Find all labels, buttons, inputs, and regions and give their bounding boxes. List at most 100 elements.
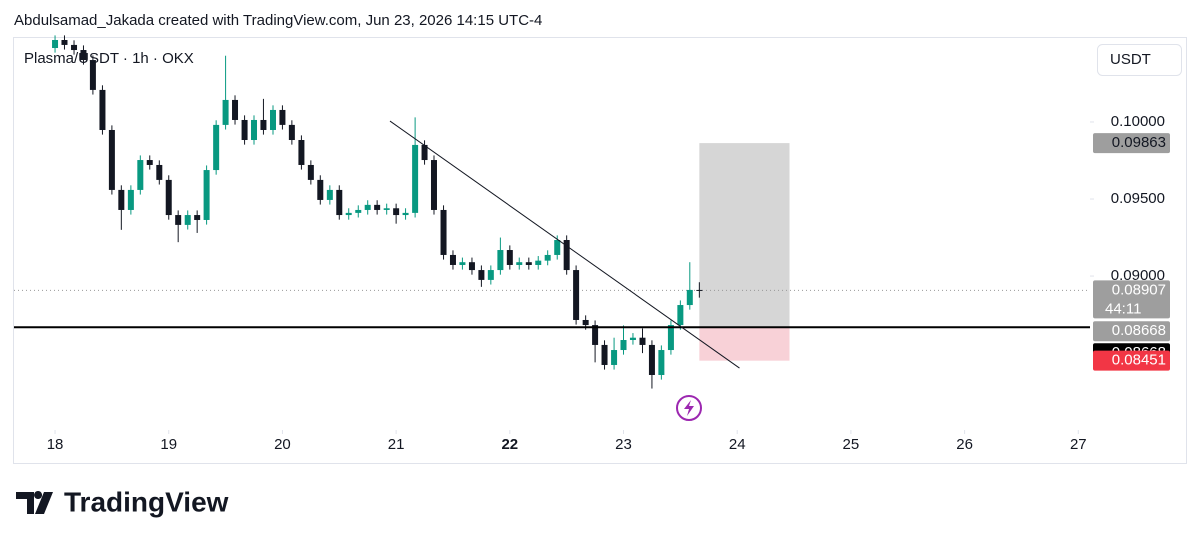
candle-body [487, 270, 494, 280]
candle-body [412, 144, 419, 213]
candle-body [601, 344, 608, 365]
candle-body [251, 119, 258, 141]
target-label: 0.09863 [1112, 134, 1166, 151]
y-tick-label: 0.09500 [1111, 190, 1165, 207]
candle-body [639, 337, 646, 345]
candle-body [326, 189, 333, 200]
last-price-label: 0.08907 [1112, 281, 1166, 298]
candle-body [554, 240, 561, 255]
candle-body [696, 289, 703, 291]
candle-body [516, 262, 523, 265]
countdown: 44:11 [1105, 300, 1141, 317]
candle-body [194, 215, 201, 220]
candle-body [165, 179, 172, 216]
candle-body [279, 109, 286, 125]
candle-body [535, 260, 542, 265]
candle-body [137, 160, 144, 190]
candle-body [336, 189, 343, 216]
candle-body [544, 254, 551, 261]
candle-body [667, 325, 674, 351]
candle-body [364, 204, 371, 210]
candle-body [449, 254, 456, 265]
candle-body [232, 99, 239, 120]
candle-body [383, 208, 390, 210]
candle-body [213, 124, 220, 171]
candle-body [269, 109, 276, 130]
candle-body [525, 262, 532, 265]
target-zone [699, 143, 790, 328]
candle-body [573, 270, 580, 320]
candle-body [478, 270, 485, 280]
trend-line [389, 120, 740, 369]
stop-label: 0.08451 [1112, 352, 1166, 369]
candle-body [459, 262, 466, 265]
candle-body [52, 40, 59, 49]
x-tick-label: 19 [160, 436, 177, 453]
currency-label: USDT [1110, 51, 1151, 68]
candle-body [127, 189, 134, 210]
x-tick-label: 24 [729, 436, 746, 453]
candle-body [61, 40, 68, 45]
x-tick-label: 25 [843, 436, 860, 453]
candle-body [89, 60, 96, 90]
candle-body [402, 212, 409, 216]
candle-body [430, 160, 437, 210]
x-tick-label: 18 [47, 436, 64, 453]
candle-body [686, 289, 693, 306]
x-tick-label: 21 [388, 436, 405, 453]
candle-body [146, 160, 153, 165]
candle-body [99, 89, 106, 130]
chart-frame [13, 37, 1187, 464]
x-tick-label: 20 [274, 436, 291, 453]
candle-body [677, 305, 684, 326]
entry-label: 0.08668 [1112, 322, 1166, 339]
last-price-label-box [1093, 280, 1170, 319]
entry-label-box [1093, 321, 1170, 342]
candle-body [393, 208, 400, 216]
candle-body [317, 179, 324, 200]
candle-body [108, 129, 115, 190]
candle-body [184, 215, 191, 225]
candle-body [611, 350, 618, 365]
candle-body [440, 209, 447, 255]
x-tick-label: 23 [615, 436, 632, 453]
candle-body [288, 124, 295, 141]
candle-body [260, 119, 267, 130]
candle-body [71, 44, 78, 51]
candle-body [620, 340, 627, 351]
logo-text: TradingView [64, 486, 229, 517]
chart-title: Plasma/USDT · 1h · OKX [24, 50, 194, 67]
candle-body [497, 250, 504, 271]
candle-body [468, 262, 475, 271]
candle-body [582, 319, 589, 326]
candle-body [592, 325, 599, 345]
stop-zone [699, 327, 790, 361]
stop-label-box [1093, 350, 1170, 371]
candle-body [156, 164, 163, 180]
candle-body [374, 204, 381, 210]
candle-body [118, 189, 125, 210]
candle-body [175, 215, 182, 225]
candle-body [241, 119, 248, 141]
candle-body [307, 164, 314, 180]
candle-body [222, 99, 229, 125]
candle-body [355, 209, 362, 213]
x-tick-label: 26 [956, 436, 973, 453]
candle-body [203, 170, 210, 220]
candle-body [298, 140, 305, 165]
x-tick-label: 27 [1070, 436, 1087, 453]
candle-body [629, 337, 636, 341]
candle-body [80, 50, 87, 61]
logo [16, 491, 53, 514]
target-label-box [1093, 133, 1170, 154]
currency-button[interactable] [1097, 44, 1182, 76]
candle-body [506, 250, 513, 265]
x-tick-label: 22 [501, 436, 518, 453]
attribution: Abdulsamad_Jakada created with TradingVi… [14, 12, 542, 29]
alert-icon [676, 395, 702, 421]
y-tick-label: 0.09000 [1111, 267, 1165, 284]
candle-body [563, 240, 570, 271]
plot-area [14, 35, 1094, 434]
